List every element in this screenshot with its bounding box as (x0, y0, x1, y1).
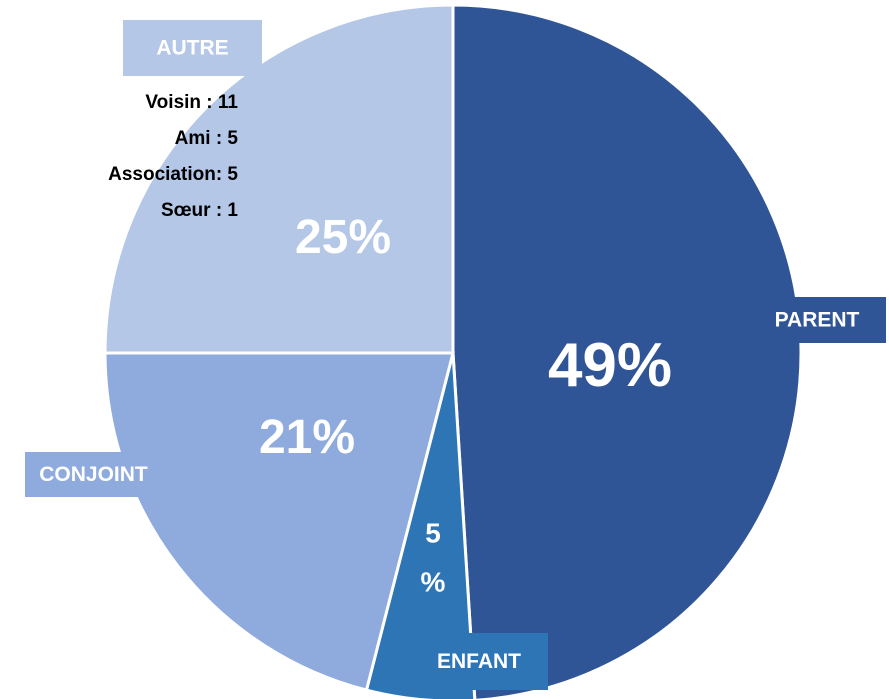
annotation: Association: 5 (108, 164, 238, 185)
value-label: 25% (295, 211, 391, 264)
category-box (25, 452, 162, 497)
pie-slice (103, 351, 455, 692)
annotation: Voisin : 11 (145, 92, 238, 113)
category-box (748, 297, 886, 343)
category-box (410, 633, 548, 690)
category-label: ENFANT (437, 650, 521, 673)
category-box (123, 20, 262, 76)
value-label: 21% (259, 411, 355, 464)
category-label: PARENT (775, 309, 860, 332)
annotation: Ami : 5 (175, 128, 239, 149)
pie-slice (103, 3, 455, 355)
category-label: AUTRE (156, 37, 228, 60)
category-label: CONJOINT (39, 463, 148, 486)
value-label: 49% (548, 331, 672, 400)
value-label: 5% (421, 518, 446, 598)
annotation: Sœur : 1 (161, 200, 238, 221)
